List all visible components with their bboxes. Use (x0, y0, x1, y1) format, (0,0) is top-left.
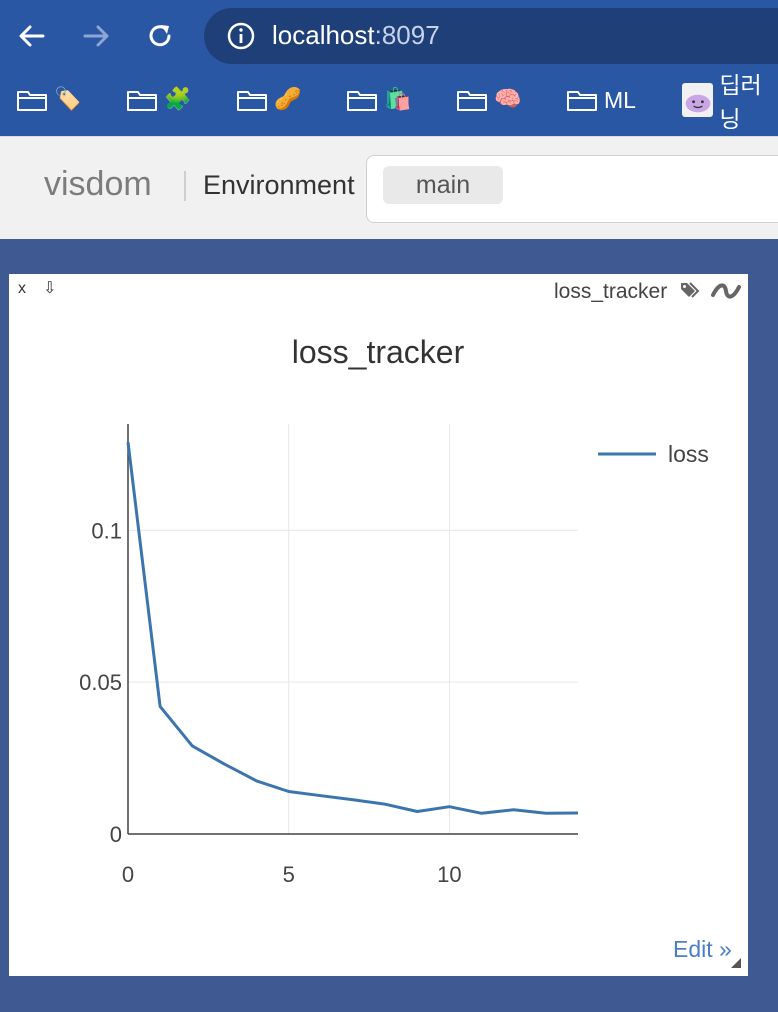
x-tick-label: 5 (283, 862, 295, 887)
reload-button[interactable] (142, 18, 178, 54)
folder-icon (237, 91, 267, 111)
visdom-logo: visdom (44, 165, 152, 203)
close-pane-button[interactable]: x (18, 280, 26, 297)
shopping-bag-icon: 🛍️ (384, 87, 412, 112)
bookmark-label: ML (604, 86, 636, 113)
tags-icon[interactable] (679, 280, 701, 300)
bookmark-folder-2[interactable]: 🧩 (126, 80, 191, 120)
line-chart: loss_tracker 0 5 10 0 0.05 0.1 loss (79, 334, 709, 887)
folder-icon (17, 91, 47, 111)
y-tick-label: 0.1 (91, 518, 122, 543)
plot-pane: loss_tracker 0 5 10 0 0.05 0.1 loss x ⇩ loss_tr… (9, 274, 748, 976)
address-bar[interactable]: localhost:8097 (204, 8, 778, 64)
info-icon[interactable] (226, 21, 256, 51)
environment-label: Environment (203, 170, 355, 200)
bookmark-folder-3[interactable]: 🥜 (236, 80, 301, 120)
pane-title: loss_tracker (554, 280, 668, 303)
header-divider (184, 171, 186, 201)
reload-icon (149, 25, 171, 47)
url-text[interactable]: localhost:8097 (272, 20, 440, 51)
visdom-header: visdom Environment main (0, 136, 778, 239)
download-button[interactable]: ⇩ (43, 278, 57, 297)
forward-button[interactable] (78, 18, 114, 54)
environment-tag-main[interactable]: main (383, 166, 503, 204)
legend-label: loss (668, 441, 709, 467)
folder-icon (457, 91, 487, 111)
url-host: localhost (272, 20, 375, 50)
series-line-loss (126, 442, 579, 815)
x-tick-label: 10 (437, 862, 461, 887)
y-tick-label: 0.05 (79, 670, 122, 695)
arrow-left-icon (19, 25, 45, 47)
folder-icon (567, 91, 597, 111)
resize-handle[interactable] (731, 958, 741, 968)
bookmark-label: 딥러닝 (719, 72, 762, 132)
browser-toolbar: localhost:8097 🏷️ 🧩 🥜 🛍️ 🧠 ML (0, 0, 778, 136)
environment-select[interactable]: main (366, 155, 778, 223)
bookmark-folder-4[interactable]: 🛍️ (346, 80, 411, 120)
peanut-icon: 🥜 (274, 87, 302, 112)
bookmark-folder-1[interactable]: 🏷️ (16, 80, 81, 120)
folder-icon (347, 91, 377, 111)
arrow-right-icon (83, 25, 109, 47)
brain-icon: 🧠 (494, 87, 522, 112)
folder-icon (127, 91, 157, 111)
chart-title: loss_tracker (292, 334, 465, 370)
url-port: :8097 (374, 20, 440, 50)
tag-icon: 🏷️ (54, 87, 82, 112)
x-tick-label: 0 (122, 862, 134, 887)
bookmark-folder-5[interactable]: 🧠 (456, 80, 521, 120)
y-tick-label: 0 (110, 822, 122, 847)
puzzle-icon: 🧩 (164, 87, 192, 112)
bookmarks-bar: 🏷️ 🧩 🥜 🛍️ 🧠 ML 딥러닝 (0, 72, 778, 132)
edit-link[interactable]: Edit » (673, 936, 732, 962)
bookmark-deep-learning[interactable]: 딥러닝 (682, 72, 778, 132)
bookmark-folder-ml[interactable]: ML (566, 80, 636, 120)
back-button[interactable] (14, 18, 50, 54)
ditto-avatar-icon (682, 83, 714, 117)
smooth-wave-icon[interactable] (711, 280, 741, 302)
